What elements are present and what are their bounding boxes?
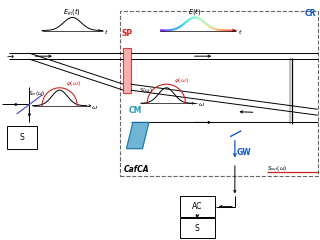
Text: CR: CR: [305, 9, 316, 18]
Polygon shape: [126, 122, 149, 149]
Text: $t$: $t$: [238, 28, 243, 36]
Text: $S(\omega)$: $S(\omega)$: [139, 86, 153, 95]
Text: $\varphi(\omega)$: $\varphi(\omega)$: [174, 76, 189, 85]
FancyBboxPatch shape: [180, 196, 215, 217]
Text: $E_{in}(t)$: $E_{in}(t)$: [63, 6, 81, 17]
Bar: [123, 48, 131, 93]
FancyBboxPatch shape: [180, 218, 215, 238]
Text: $S_{in}(\omega)$: $S_{in}(\omega)$: [28, 89, 45, 98]
Text: S: S: [195, 224, 200, 233]
Text: GW: GW: [236, 148, 251, 156]
Text: SP: SP: [122, 30, 133, 38]
Text: $\omega$: $\omega$: [92, 104, 99, 111]
Text: $t$: $t$: [104, 28, 109, 36]
Text: $\omega$: $\omega$: [197, 101, 204, 108]
FancyBboxPatch shape: [7, 126, 37, 149]
Text: CafCA: CafCA: [123, 165, 149, 174]
Text: $E(t)$: $E(t)$: [188, 6, 202, 17]
Text: S: S: [20, 133, 24, 142]
Text: AC: AC: [192, 202, 203, 211]
Text: $\varphi(\omega)$: $\varphi(\omega)$: [66, 79, 81, 88]
Text: CM: CM: [128, 106, 141, 115]
Text: $S_{out}(\omega)$: $S_{out}(\omega)$: [267, 164, 287, 173]
Text: $\rightarrow$: $\rightarrow$: [5, 52, 16, 60]
